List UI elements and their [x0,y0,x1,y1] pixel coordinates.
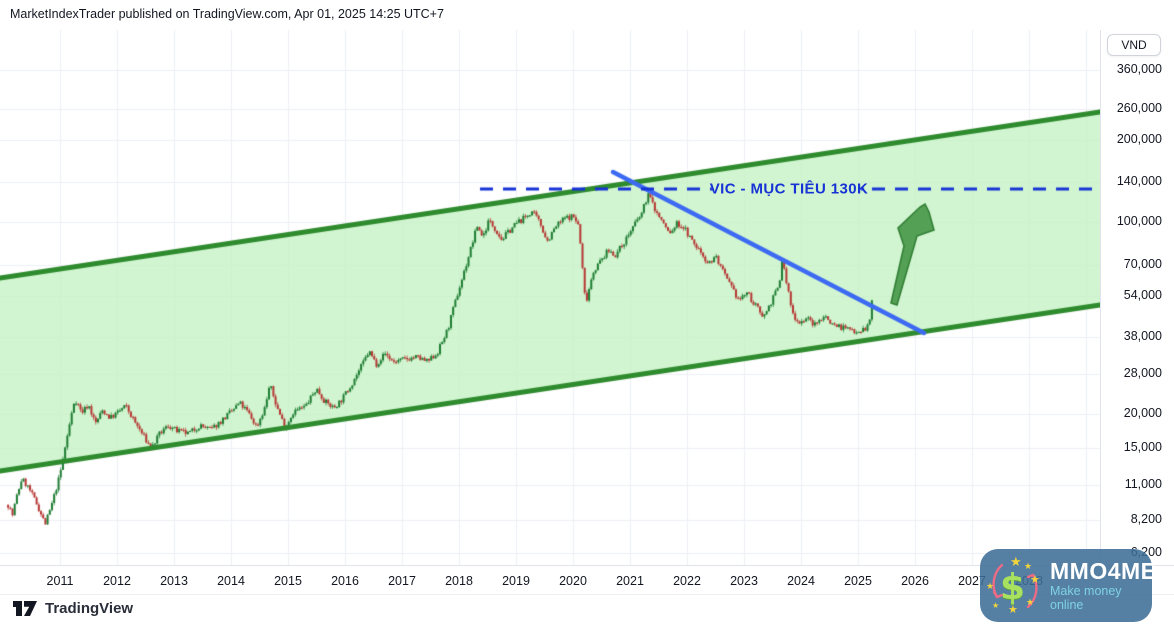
x-axis-label: 2019 [502,574,530,588]
watermark-subtitle: Make money online [1050,584,1122,612]
tradingview-logo-icon [13,601,37,616]
y-axis-label: 100,000 [1116,214,1162,229]
y-axis-label: 11,000 [1124,476,1162,491]
y-axis-label: 38,000 [1123,329,1162,344]
x-axis-label: 2013 [160,574,188,588]
x-axis-label: 2014 [217,574,245,588]
x-axis-label: 2011 [46,574,74,588]
x-axis-label: 2012 [103,574,131,588]
x-axis-label: 2026 [901,574,929,588]
y-axis-label: 360,000 [1116,62,1162,76]
y-axis-label: 70,000 [1123,256,1162,271]
target-label[interactable]: VIC - MỤC TIÊU 130K [709,180,869,198]
star-icon: ★ [992,600,1000,610]
mmo4me-watermark: $ ★ ★ ★ ★ ★ ★ ★ MMO4ME Make money online [980,549,1156,622]
watermark-title: MMO4ME [1050,558,1157,585]
y-axis-label: 260,000 [1116,100,1162,115]
star-icon: ★ [1030,573,1040,586]
x-axis-label: 2015 [274,574,302,588]
x-axis-label: 2016 [331,574,359,588]
price-axis[interactable]: VND 360,000 260,000 200,000 140,000 100,000 7… [1100,30,1174,565]
dollar-sign: $ [1000,566,1026,608]
tradingview-logo-text: TradingView [45,600,134,617]
y-axis-label: 20,000 [1123,405,1162,420]
x-axis-label: 2018 [445,574,473,588]
x-axis-label: 2023 [730,574,758,588]
dollar-logo-icon: $ ★ ★ ★ ★ ★ ★ ★ [986,553,1042,616]
x-axis-label: 2024 [787,574,815,588]
x-axis-label: 2017 [388,574,416,588]
vnd-currency-button[interactable]: VND [1107,34,1161,56]
star-icon: ★ [1024,560,1033,571]
publish-info: MarketIndexTrader published on TradingVi… [10,7,444,21]
star-icon: ★ [1008,603,1018,616]
star-icon: ★ [1026,596,1035,607]
star-icon: ★ [986,580,995,591]
price-chart-canvas[interactable] [0,30,1100,565]
x-axis-label: 2027 [958,574,986,588]
star-icon: ★ [1010,553,1022,569]
x-axis-label: 2022 [673,574,701,588]
x-axis-label: 2021 [616,574,644,588]
x-axis-label: 2025 [844,574,872,588]
y-axis-label: 15,000 [1123,439,1162,454]
circular-arrows-icon [992,563,1038,608]
y-axis-label: 28,000 [1123,365,1162,380]
x-axis-label: 2020 [559,574,587,588]
y-axis-label: 8,200 [1130,511,1162,526]
y-axis-label: 54,000 [1123,287,1162,302]
time-axis[interactable]: 2011 2012 2013 2014 2015 2016 2017 2018 2019 2020… [0,565,1174,595]
tradingview-attribution[interactable]: TradingView [12,600,133,617]
y-axis-label: 140,000 [1116,174,1162,189]
y-axis-label: 200,000 [1116,131,1162,146]
